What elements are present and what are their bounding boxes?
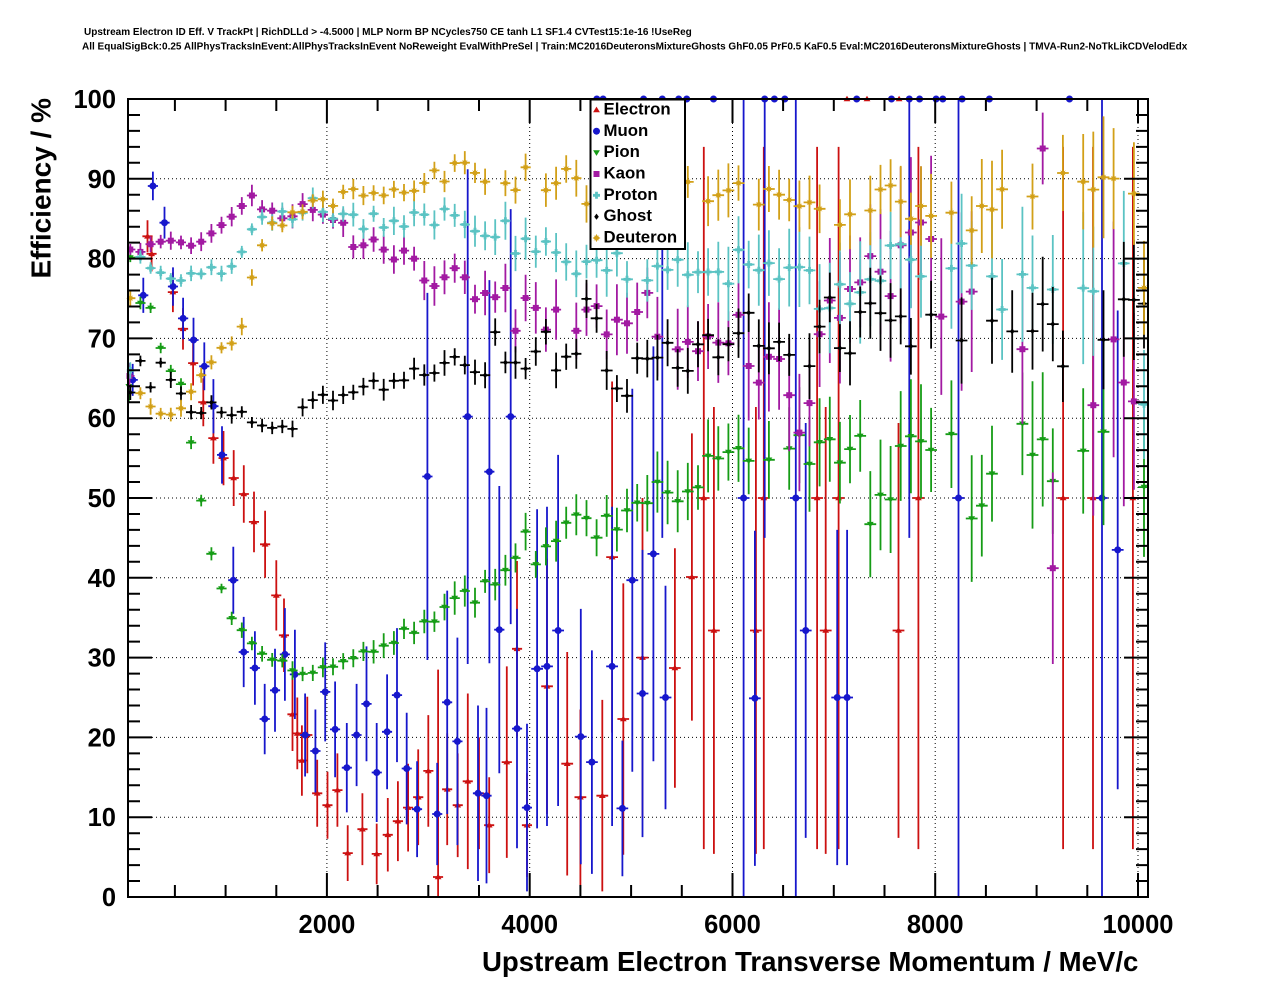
svg-text:60: 60 (88, 405, 116, 433)
svg-text:50: 50 (88, 485, 116, 513)
svg-text:4000: 4000 (501, 911, 558, 939)
svg-text:Muon: Muon (604, 121, 649, 140)
svg-text:20: 20 (88, 724, 116, 752)
svg-text:Electron: Electron (604, 100, 671, 119)
svg-text:30: 30 (88, 645, 116, 673)
svg-text:0: 0 (102, 884, 116, 912)
svg-text:90: 90 (88, 166, 116, 194)
svg-text:2000: 2000 (299, 911, 356, 939)
svg-text:100: 100 (73, 86, 116, 114)
svg-text:Pion: Pion (604, 142, 640, 161)
svg-text:70: 70 (88, 325, 116, 353)
svg-text:Efficiency / %: Efficiency / % (26, 98, 57, 279)
svg-text:Kaon: Kaon (604, 164, 646, 183)
svg-text:Upstream Electron ID Eff. V Tr: Upstream Electron ID Eff. V TrackPt | Ri… (84, 27, 692, 38)
svg-text:40: 40 (88, 565, 116, 593)
svg-text:80: 80 (88, 246, 116, 274)
svg-text:Proton: Proton (604, 185, 658, 204)
svg-text:10000: 10000 (1103, 911, 1174, 939)
svg-text:10: 10 (88, 804, 116, 832)
svg-text:Ghost: Ghost (604, 206, 653, 225)
svg-text:Upstream Electron Transverse M: Upstream Electron Transverse Momentum / … (482, 946, 1138, 977)
svg-text:6000: 6000 (704, 911, 761, 939)
svg-text:8000: 8000 (907, 911, 964, 939)
svg-text:All EqualSigBck:0.25 AllPhysTr: All EqualSigBck:0.25 AllPhysTracksInEven… (82, 42, 1188, 53)
svg-text:Deuteron: Deuteron (604, 228, 678, 247)
